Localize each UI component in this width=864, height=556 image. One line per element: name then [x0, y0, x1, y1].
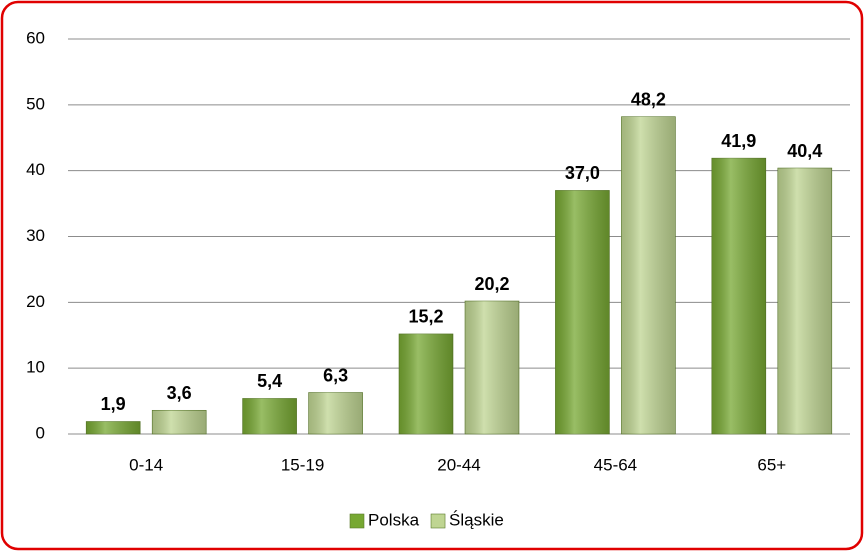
x-tick-label: 20-44	[437, 455, 480, 474]
y-tick-label: 60	[26, 28, 45, 47]
x-tick-label: 0-14	[129, 455, 163, 474]
legend-swatch	[430, 513, 446, 529]
value-label: 48,2	[631, 89, 666, 109]
legend-label: Śląskie	[449, 510, 504, 529]
y-tick-label: 0	[36, 423, 45, 442]
value-label: 6,3	[323, 365, 348, 385]
bar	[151, 409, 207, 435]
bar	[621, 116, 676, 435]
x-tick-label: 45-64	[594, 455, 637, 474]
value-label: 41,9	[721, 131, 756, 151]
y-tick-label: 30	[26, 226, 45, 245]
bar	[308, 392, 363, 435]
x-tick-label: 15-19	[281, 455, 324, 474]
y-tick-label: 20	[26, 292, 45, 311]
legend-label: Polska	[368, 510, 420, 529]
bar	[555, 190, 610, 435]
value-label: 3,6	[167, 383, 192, 403]
bar	[711, 157, 767, 435]
value-label: 5,4	[257, 371, 282, 391]
y-tick-label: 10	[26, 358, 45, 377]
value-label: 40,4	[787, 141, 822, 161]
bar	[85, 421, 141, 435]
bar	[777, 167, 833, 435]
bar	[242, 398, 297, 435]
legend-swatch	[349, 513, 365, 529]
x-tick-label: 65+	[757, 455, 786, 474]
value-label: 37,0	[565, 163, 600, 183]
y-tick-label: 40	[26, 160, 45, 179]
y-tick-label: 50	[26, 94, 45, 113]
value-label: 1,9	[101, 394, 126, 414]
value-label: 20,2	[474, 274, 509, 294]
bar	[464, 300, 520, 435]
bar	[398, 333, 454, 435]
value-label: 15,2	[408, 307, 443, 327]
